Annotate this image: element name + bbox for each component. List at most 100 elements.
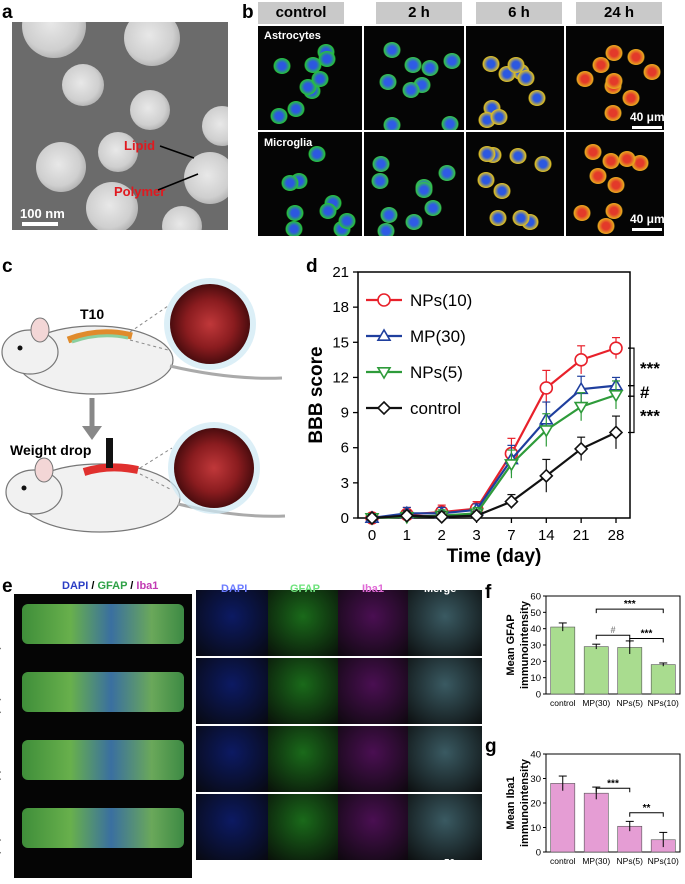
x-tick-label: 0	[368, 527, 376, 544]
data-point	[609, 341, 623, 355]
bar	[550, 783, 576, 853]
bar	[617, 647, 643, 695]
data-point	[469, 508, 484, 523]
y-tick-label: 0	[341, 510, 349, 527]
significance-bracket	[595, 634, 631, 640]
time-header-2h: 2 h	[376, 2, 462, 24]
data-point	[434, 509, 449, 524]
time-header-6h: 6 h	[476, 2, 562, 24]
tem-scale-bar	[22, 222, 58, 226]
significance-bracket	[628, 347, 635, 387]
data-point	[376, 367, 392, 380]
microglia-label: Microglia	[264, 137, 313, 149]
confocal-tile	[268, 658, 338, 724]
confocal-tile	[408, 794, 482, 860]
spinal-section	[22, 808, 184, 848]
y-tick-label: 20	[530, 657, 541, 668]
bar	[650, 664, 676, 695]
panel-label-c: c	[2, 256, 13, 277]
confocal-tile	[338, 794, 408, 860]
panel-label-f: f	[485, 582, 492, 603]
x-tick-label: 3	[472, 527, 480, 544]
y-tick-label: 50	[530, 608, 541, 619]
data-point	[574, 441, 589, 457]
y-axis-label-line1: Mean GFAP	[505, 614, 517, 675]
significance-label: #	[610, 625, 615, 635]
y-tick-label: 6	[341, 440, 349, 457]
y-tick-label: 30	[530, 774, 541, 785]
x-tick-label: control	[550, 698, 576, 708]
bar	[583, 646, 609, 695]
rat-schematic	[1, 278, 286, 533]
x-tick-label: 7	[507, 527, 515, 544]
fluorescence-cell	[566, 132, 664, 236]
x-tick-label: 21	[573, 527, 590, 544]
polymer-label: Polymer	[114, 184, 166, 199]
x-tick-label: control	[550, 856, 576, 866]
scale-bar-e	[444, 872, 470, 875]
col-header-iba1: Iba1	[362, 583, 385, 595]
fluorescence-cell	[466, 26, 564, 130]
confocal-tile	[196, 726, 268, 792]
iba1-bar-chart: 0 10 20 30 40 control MP(30) NPs(5) NPs(10) Mean …	[505, 750, 681, 866]
data-point	[504, 459, 519, 472]
y-tick-label: 0	[536, 690, 541, 701]
tem-scale-label: 100 nm	[20, 206, 65, 221]
significance-label: ***	[641, 628, 653, 639]
data-point	[573, 401, 589, 415]
x-tick-label: 14	[538, 527, 555, 544]
rat-top	[1, 317, 283, 395]
data-point	[364, 510, 380, 526]
y-tick-label: 20	[530, 799, 541, 810]
y-tick-label: 12	[332, 369, 349, 386]
panel-label-d: d	[306, 256, 318, 277]
y-tick-label: 10	[530, 823, 541, 834]
series-line	[371, 393, 617, 520]
y-axis-label-line2: immunointensity	[519, 600, 531, 689]
y-tick-label: 15	[332, 334, 349, 351]
tem-arrows	[157, 145, 199, 191]
y-tick-label: 60	[530, 592, 541, 603]
data-point	[377, 293, 391, 307]
x-axis-label: Time (day)	[447, 546, 542, 566]
significance-bracket	[629, 637, 664, 643]
legend-label: MP(30)	[410, 327, 466, 346]
confocal-tile	[196, 794, 268, 860]
y-tick-label: 9	[341, 405, 349, 422]
x-tick-label: MP(30)	[582, 856, 610, 866]
x-tick-label: 2	[438, 527, 446, 544]
y-tick-label: 18	[332, 299, 349, 316]
bar	[583, 792, 609, 853]
gfap-bar-chart: 0 10 20 30 40 50 60 control MP(30) NPs(5) NPs(10) M…	[505, 592, 681, 708]
bar	[550, 626, 576, 695]
row-label-3: NPs(10)	[0, 818, 1, 855]
fluorescence-cell	[566, 26, 664, 130]
stain-title-iba1: Iba1	[136, 580, 159, 592]
x-tick-label: NPs(5)	[617, 698, 644, 708]
y-tick-label: 30	[530, 641, 541, 652]
row-label-control: control	[0, 616, 1, 650]
panel-label-g: g	[485, 736, 497, 757]
significance-bracket	[595, 608, 664, 614]
col-header-merge: Merge	[424, 583, 457, 595]
data-point	[539, 468, 554, 483]
confocal-tile	[338, 658, 408, 724]
confocal-tile	[408, 658, 482, 724]
time-header-24h: 24 h	[576, 2, 662, 24]
col-header-dapi: DAPI	[221, 583, 248, 595]
stain-title-dapi: DAPI	[62, 580, 89, 592]
stain-title: DAPI / GFAP / Iba1	[62, 580, 158, 592]
col-header-gfap: GFAP	[290, 583, 320, 595]
y-tick-label: 10	[530, 673, 541, 684]
data-point	[399, 508, 414, 523]
scale-label-b-top: 40 μm	[630, 110, 665, 124]
plot-frame	[357, 271, 631, 519]
significance-bracket	[595, 787, 631, 793]
confocal-tile	[408, 726, 482, 792]
stain-title-sep1: /	[88, 580, 98, 592]
data-point	[608, 390, 624, 403]
astrocytes-label: Astrocytes	[264, 30, 321, 42]
y-axis-label-line1: Mean Iba1	[505, 776, 517, 829]
confocal-tile	[408, 590, 482, 656]
